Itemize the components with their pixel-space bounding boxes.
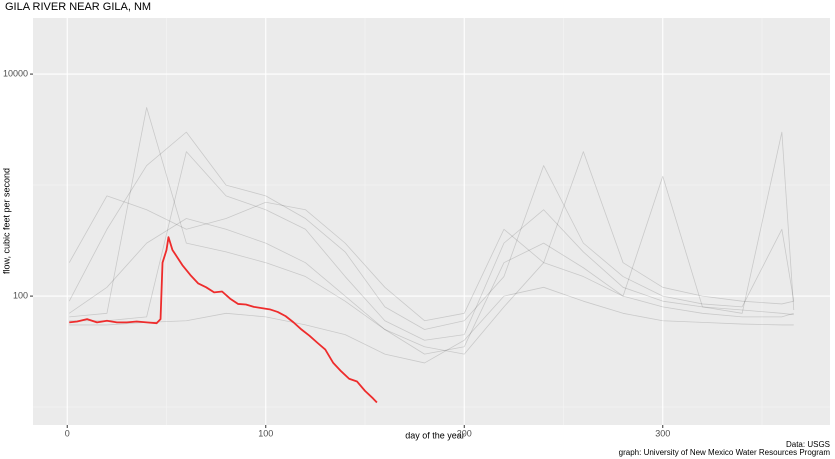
- chart-title: GILA RIVER NEAR GILA, NM: [5, 1, 151, 13]
- x-axis-title: day of the year: [405, 430, 465, 440]
- x-tick-label: 300: [655, 428, 670, 438]
- caption: graph: University of New Mexico Water Re…: [619, 448, 831, 457]
- x-tick-label: 100: [258, 428, 273, 438]
- flow-line: [69, 286, 794, 364]
- y-tick-label: 10000: [3, 68, 28, 78]
- x-tick-label: 0: [65, 428, 70, 438]
- flow-line: [69, 107, 795, 355]
- x-tick-label: 200: [457, 428, 472, 438]
- flow-line: [69, 236, 378, 404]
- flow-line: [68, 151, 794, 322]
- y-tick-label: 100: [13, 290, 28, 300]
- flow-line: [69, 218, 794, 355]
- flow-line: [69, 151, 794, 341]
- caption: Data: USGS: [786, 440, 830, 449]
- y-axis-title: flow, cubic feet per second: [1, 168, 11, 274]
- flow-line: [68, 131, 795, 330]
- plot-panel: [33, 18, 830, 425]
